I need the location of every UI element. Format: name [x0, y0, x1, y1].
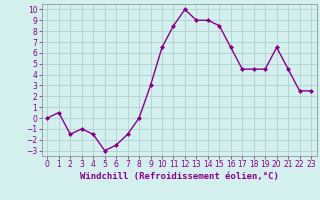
- X-axis label: Windchill (Refroidissement éolien,°C): Windchill (Refroidissement éolien,°C): [80, 172, 279, 181]
